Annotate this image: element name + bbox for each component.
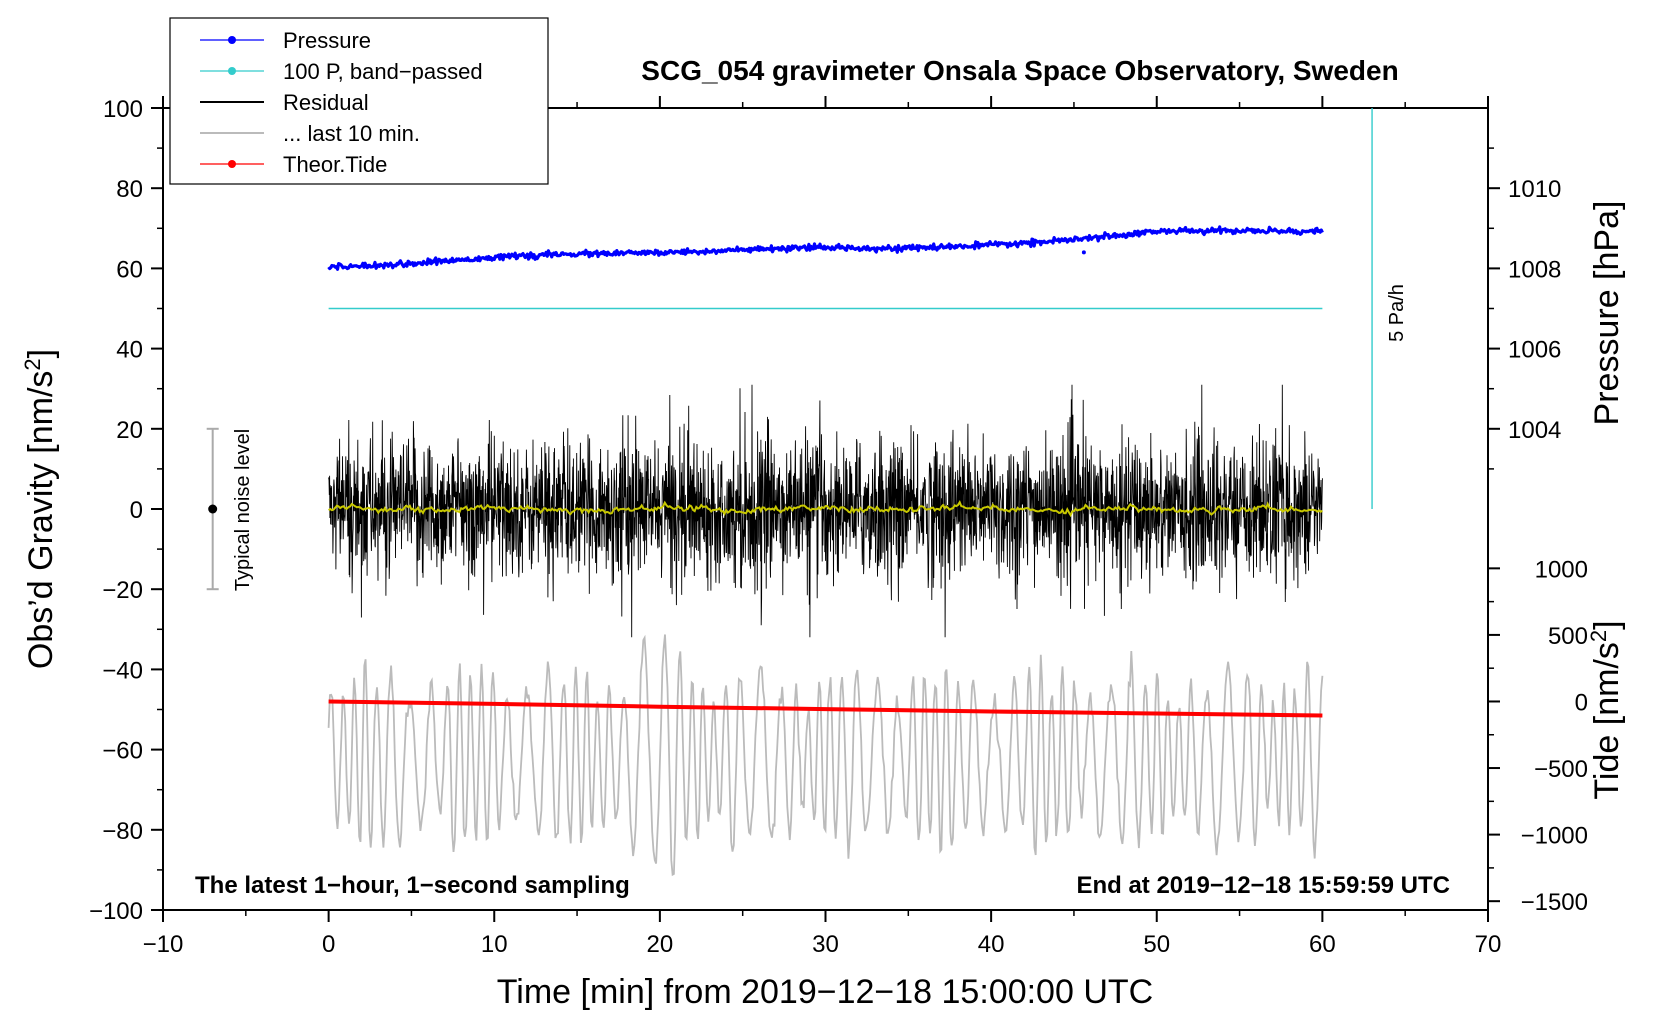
left-tick-label: −100 [89,898,143,925]
legend-label: Pressure [283,28,371,53]
tide-axis-ticks: 1000 500 0 −500 −1000 −1500 [1488,556,1588,916]
annotation-end-time: End at 2019−12−18 15:59:59 UTC [1076,872,1450,899]
left-tick-label: −60 [102,738,143,765]
series-pressure [327,225,1324,271]
legend-label: ... last 10 min. [283,121,420,146]
legend: Pressure 100 P, band−passed Residual ... la… [169,17,549,185]
legend-label: Residual [283,90,369,115]
series-residual [328,384,1323,638]
left-tick-label: 60 [116,256,143,283]
y-axis-title-left: Obs’d Gravity [nm/s2] [20,349,61,669]
pressure-tick-label: 1006 [1508,337,1561,364]
legend-items: Pressure 100 P, band−passed Residual ... la… [200,28,483,177]
y-axis-title-tide: Tide [nm/s2] [1586,620,1627,799]
x-tick-label: 10 [481,931,508,958]
noise-bar-center [208,504,218,514]
pressure-tick-label: 1010 [1508,176,1561,203]
left-axis-ticks: 100 80 60 40 20 0 −20 −40 −60 −80 −100 [89,96,163,925]
left-tick-label: 100 [103,96,143,123]
left-tick-label: 40 [116,337,143,364]
tide-tick-label: −1000 [1521,823,1588,850]
pressure-tick-label: 1008 [1508,256,1561,283]
series-residual-smoothed [328,499,1323,518]
left-tick-label: 0 [130,497,143,524]
y-axis-title-pressure: Pressure [hPa] [1588,201,1626,426]
x-axis-ticks: −10 0 10 20 30 40 50 60 70 [143,96,1502,958]
annotation-sampling: The latest 1−hour, 1−second sampling [195,872,630,899]
chart-title: SCG_054 gravimeter Onsala Space Observat… [641,55,1398,86]
pressure-axis-ticks: 1010 1008 1006 1004 [1488,147,1561,470]
x-tick-label: 70 [1475,931,1502,958]
tide-tick-label: −1500 [1521,889,1588,916]
series-last-10-min [327,634,1324,877]
x-tick-label: 30 [812,931,839,958]
pressure-outlier [1081,250,1086,255]
tide-tick-label: 0 [1575,689,1588,716]
legend-label: Theor.Tide [283,152,387,177]
legend-marker [228,67,236,75]
noise-label: Typical noise level [232,429,254,591]
left-tick-label: −20 [102,577,143,604]
tide-tick-label: 1000 [1535,556,1588,583]
legend-label: 100 P, band−passed [283,59,483,84]
left-tick-label: 80 [116,176,143,203]
x-tick-label: 60 [1309,931,1336,958]
legend-marker [228,160,236,168]
series-theor-tide [328,699,1323,718]
left-tick-label: −80 [102,818,143,845]
left-tick-label: 20 [116,417,143,444]
x-tick-label: 50 [1143,931,1170,958]
x-tick-label: 20 [647,931,674,958]
pressure-tick-label: 1004 [1508,417,1561,444]
bars-group [206,108,1373,591]
series-group [327,225,1324,877]
tide-tick-label: −500 [1534,756,1588,783]
x-axis-title: Time [min] from 2019−12−18 15:00:00 UTC [497,973,1153,1011]
x-tick-label: 40 [978,931,1005,958]
x-tick-label: 0 [322,931,335,958]
x-tick-label: −10 [143,931,184,958]
tide-tick-label: 500 [1548,623,1588,650]
scale-label: 5 Pa/h [1386,284,1408,342]
left-tick-label: −40 [102,657,143,684]
legend-marker [228,36,236,44]
